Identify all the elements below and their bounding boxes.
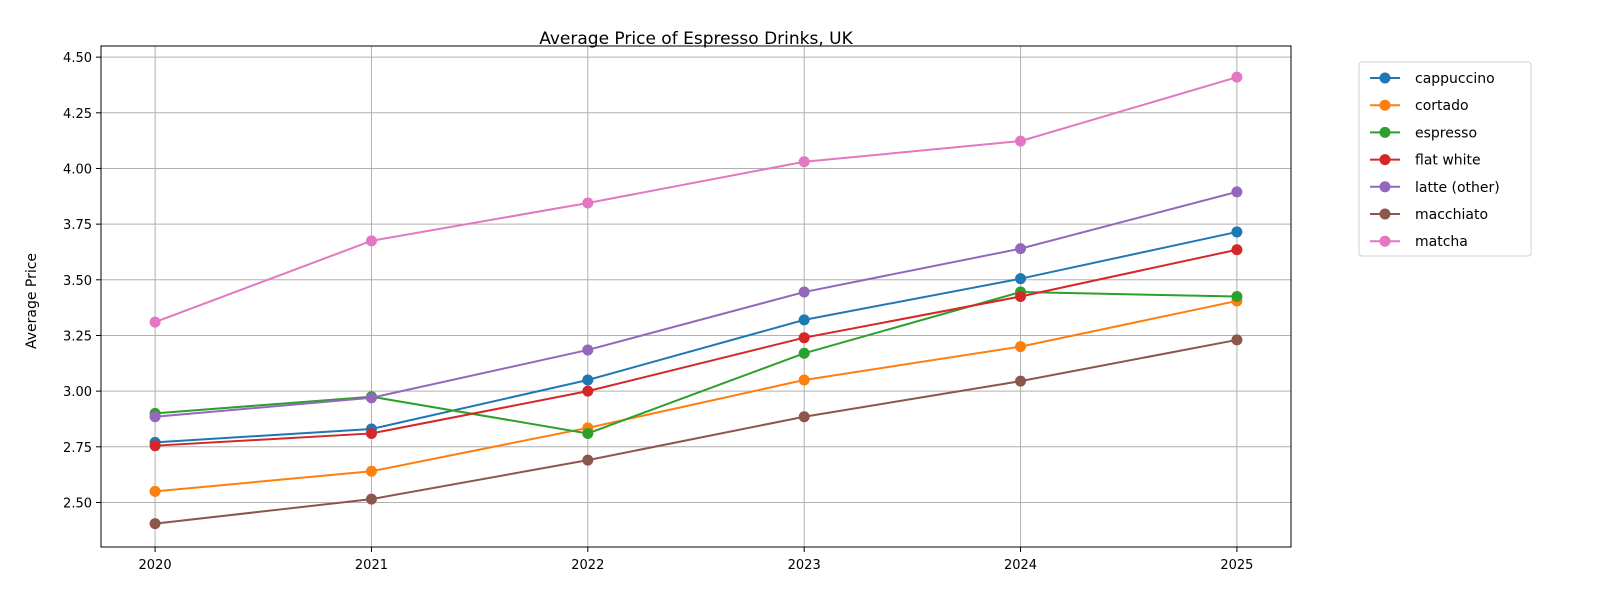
series-line-latte-other	[155, 190, 1238, 418]
data-point-cortado	[149, 485, 161, 497]
x-tick-label: 2023	[788, 558, 821, 573]
legend-label: espresso	[1415, 125, 1477, 141]
legend-item: macchiato	[1370, 207, 1488, 223]
data-point-matcha	[149, 316, 161, 328]
data-point-latte-other	[798, 286, 810, 298]
data-point-cortado	[365, 465, 377, 477]
legend-label: macchiato	[1415, 207, 1488, 223]
legend-marker	[1379, 181, 1391, 193]
legend-marker	[1379, 126, 1391, 138]
legend-marker	[1379, 72, 1391, 84]
data-point-macchiato	[149, 518, 161, 530]
data-point-cappuccino	[798, 314, 810, 326]
data-point-cortado	[1015, 341, 1027, 353]
legend-item: cortado	[1370, 98, 1469, 114]
series-line-flat-white	[155, 248, 1238, 447]
y-axis-label: Average Price	[24, 253, 40, 349]
x-tick-label: 2022	[571, 558, 604, 573]
data-point-cortado	[798, 374, 810, 386]
y-tick-label: 4.50	[63, 51, 92, 66]
legend-item: espresso	[1370, 125, 1477, 141]
plot-frame	[100, 45, 1292, 548]
data-point-matcha	[365, 235, 377, 247]
data-point-espresso	[582, 427, 594, 439]
legend-item: cappuccino	[1370, 71, 1495, 87]
data-point-flat-white	[1231, 244, 1243, 256]
data-point-macchiato	[582, 454, 594, 466]
legend-label: cappuccino	[1415, 71, 1495, 87]
y-tick-label: 4.25	[63, 107, 92, 122]
data-point-cappuccino	[1015, 273, 1027, 285]
legend-item: matcha	[1370, 234, 1468, 250]
y-tick-label: 3.75	[63, 218, 92, 233]
x-tick-label: 2025	[1220, 558, 1253, 573]
data-point-cappuccino	[582, 374, 594, 386]
data-point-latte-other	[1231, 186, 1243, 198]
data-point-latte-other	[1015, 243, 1027, 255]
data-point-flat-white	[149, 440, 161, 452]
legend-marker	[1379, 99, 1391, 111]
x-tick-label: 2024	[1004, 558, 1037, 573]
legend-label: cortado	[1415, 98, 1469, 114]
data-point-latte-other	[365, 392, 377, 404]
legend-item: flat white	[1370, 153, 1481, 169]
data-point-flat-white	[365, 427, 377, 439]
legend-label: matcha	[1415, 234, 1468, 250]
series-line-matcha	[154, 76, 1238, 324]
data-point-latte-other	[149, 411, 161, 423]
data-point-macchiato	[365, 493, 377, 505]
legend-marker	[1379, 235, 1391, 247]
legend-marker	[1379, 154, 1391, 166]
legend: cappuccino cortado espresso flat white latte…	[1358, 61, 1532, 257]
legend-label: latte (other)	[1415, 180, 1500, 196]
data-point-matcha	[798, 156, 810, 168]
data-point-macchiato	[798, 411, 810, 423]
y-tick-label: 3.00	[63, 385, 92, 400]
x-tick-label: 2020	[139, 558, 172, 573]
data-point-matcha	[1015, 135, 1027, 147]
series-line-macchiato	[154, 338, 1238, 525]
data-point-matcha	[1231, 71, 1243, 83]
legend-label: flat white	[1415, 153, 1481, 169]
y-tick-label: 3.25	[63, 329, 92, 344]
data-point-cappuccino	[1231, 226, 1243, 238]
chart-title: Average Price of Espresso Drinks, UK	[539, 29, 853, 49]
legend-marker	[1379, 208, 1391, 220]
y-tick-label: 2.75	[63, 441, 92, 456]
series-line-espresso	[155, 291, 1237, 435]
data-point-flat-white	[798, 332, 810, 344]
legend-item: latte (other)	[1370, 180, 1500, 196]
series-line-cortado	[154, 299, 1238, 493]
data-point-macchiato	[1231, 334, 1243, 346]
data-point-espresso	[798, 347, 810, 359]
y-tick-label: 2.50	[63, 496, 92, 511]
data-point-espresso	[1231, 291, 1243, 302]
data-point-matcha	[582, 197, 594, 209]
y-tick-label: 3.50	[63, 274, 92, 289]
series-line-cappuccino	[155, 230, 1238, 444]
y-tick-label: 4.00	[63, 162, 92, 177]
data-point-flat-white	[1015, 291, 1027, 302]
legend-box	[1358, 61, 1532, 257]
x-tick-label: 2021	[355, 558, 388, 573]
data-point-latte-other	[582, 344, 594, 356]
data-point-flat-white	[582, 385, 594, 397]
data-point-macchiato	[1015, 375, 1027, 387]
